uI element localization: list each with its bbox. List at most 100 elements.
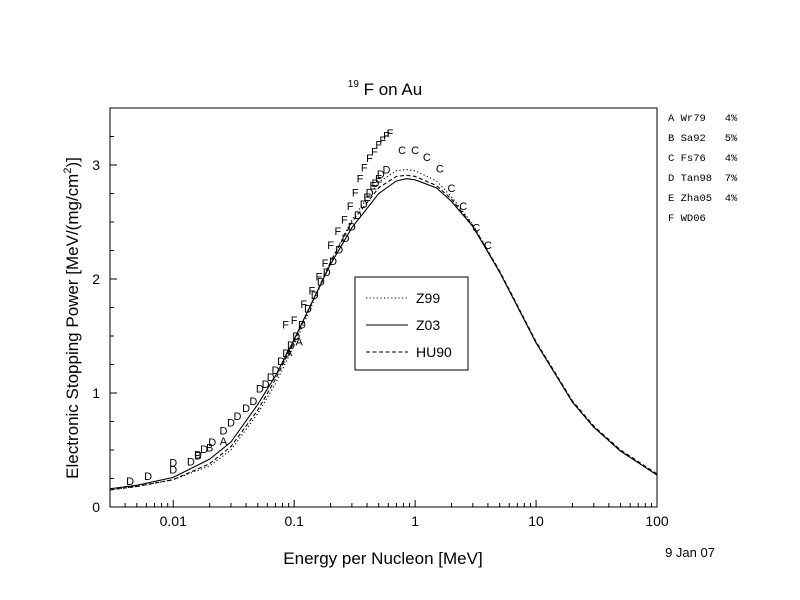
data-point-d: D (298, 320, 306, 332)
data-point-c: C (484, 240, 492, 252)
data-point-d: D (323, 267, 331, 279)
data-point-f: F (375, 139, 382, 151)
data-point-c: C (436, 163, 444, 175)
data-point-f: F (366, 153, 373, 165)
legend-label-z03: Z03 (416, 317, 440, 333)
data-point-f: F (300, 299, 307, 311)
data-points: D DDD DDDDDDDDDDDDDDDDDDDDDDDDDDDDDDDDBBAA… (126, 128, 492, 488)
data-point-f: F (282, 320, 289, 332)
reference-list: A Wr79 4% B Sa92 5% C Fs76 4% D Tan98 7% E Z… (668, 113, 738, 225)
data-point-d: D (317, 276, 325, 288)
data-point-b: B (206, 443, 213, 455)
data-point-e: E (370, 181, 377, 193)
data-point-b: B (194, 451, 201, 463)
data-point-d: D (267, 372, 275, 384)
data-point-d: D (342, 233, 350, 245)
y-tick-label: 1 (92, 385, 100, 401)
data-point-f: F (371, 146, 378, 158)
y-axis-title-end: )] (63, 157, 82, 167)
data-point-e: E (363, 192, 370, 204)
data-point-d: D (169, 464, 177, 476)
data-point-d: D (256, 383, 264, 395)
data-point-f: F (315, 272, 322, 284)
model-curves (109, 169, 658, 491)
data-point-c: C (472, 223, 480, 235)
data-point-d: D (169, 458, 177, 470)
data-point-d: D (311, 290, 319, 302)
data-point-d: D (366, 187, 374, 199)
x-tick-label: 10 (528, 513, 544, 529)
data-point-d: D (277, 356, 285, 368)
data-point-f: F (341, 215, 348, 227)
data-point-d: D (144, 471, 152, 483)
title-superscript: 19 (348, 79, 360, 90)
chart-title: 19 F on Au (348, 72, 422, 99)
x-tick-label: 0.01 (160, 513, 187, 529)
data-point-a: A (296, 337, 304, 349)
x-tick-label: 0.1 (284, 513, 304, 529)
legend: Z99 Z03 HU90 (354, 276, 469, 371)
data-point-d: D (262, 379, 270, 391)
reference-entry-f: F WD06 (668, 213, 706, 225)
data-point-d: D (287, 340, 295, 352)
legend-label-z99: Z99 (416, 290, 440, 306)
title-main: F on Au (364, 80, 423, 99)
data-point-c: C (459, 201, 467, 213)
data-point-f: F (357, 174, 364, 186)
data-point-d: D (234, 411, 242, 423)
x-tick-label: 100 (645, 513, 669, 529)
data-point-a: A (285, 347, 293, 359)
data-point-f: F (379, 135, 386, 147)
data-point-c: C (398, 145, 406, 157)
data-point-f: F (327, 240, 334, 252)
y-axis-title: Electronic Stopping Power [MeV/(mg/cm2)] (62, 157, 82, 479)
reference-entry-a: A Wr79 4% (668, 113, 738, 125)
data-point-f: F (352, 187, 359, 199)
data-point-f: F (361, 162, 368, 174)
data-point-d: D (219, 426, 227, 438)
data-point-d: D (371, 178, 379, 190)
data-point-d: D (227, 418, 235, 430)
data-point-e: E (375, 174, 382, 186)
data-point-d: D (329, 256, 337, 268)
data-point-c: C (411, 145, 419, 157)
y-tick-label: 0 (92, 499, 100, 515)
data-point-d: D (354, 210, 362, 222)
y-tick-label: 2 (92, 271, 100, 287)
y-tick-label: 3 (92, 157, 100, 173)
data-point-f: F (322, 258, 329, 270)
y-axis-title-main: Electronic Stopping Power [MeV/(mg/cm (63, 174, 82, 479)
data-point-a: A (220, 436, 228, 448)
curve-z03 (109, 178, 658, 490)
date-stamp: 9 Jan 07 (665, 545, 715, 560)
data-point-d: D (200, 444, 208, 456)
data-point-d: D (271, 365, 279, 377)
data-point-f: F (291, 315, 298, 327)
data-point-d: D (208, 437, 216, 449)
data-point-d: D (282, 348, 290, 360)
data-point-d: D (383, 165, 391, 177)
x-axis: 0.01 0.1 1 10 100 (109, 500, 669, 529)
y-axis-title-superscript: 2 (62, 168, 74, 174)
data-point-d: D (304, 304, 312, 316)
data-point-d: D (292, 331, 300, 343)
data-point-f: F (383, 130, 390, 142)
legend-label-hu90: HU90 (416, 344, 452, 360)
data-point-d: D (126, 476, 134, 488)
data-point-d: D (242, 403, 250, 415)
y-axis: 0 1 2 3 (92, 107, 117, 515)
data-point-f: F (387, 128, 394, 140)
data-point-c: C (423, 152, 431, 164)
legend-box (354, 276, 469, 371)
data-point-f: F (335, 226, 342, 238)
x-tick-label: 1 (411, 513, 419, 529)
data-point-d: D (360, 199, 368, 211)
reference-entry-e: E Zha05 4% (668, 193, 738, 205)
data-point-d: D (187, 456, 195, 468)
reference-entry-d: D Tan98 7% (668, 173, 738, 185)
reference-entry-c: C Fs76 4% (668, 153, 738, 165)
data-point-c: C (448, 183, 456, 195)
curve-hu90 (109, 174, 658, 491)
data-point-d: D (377, 169, 385, 181)
